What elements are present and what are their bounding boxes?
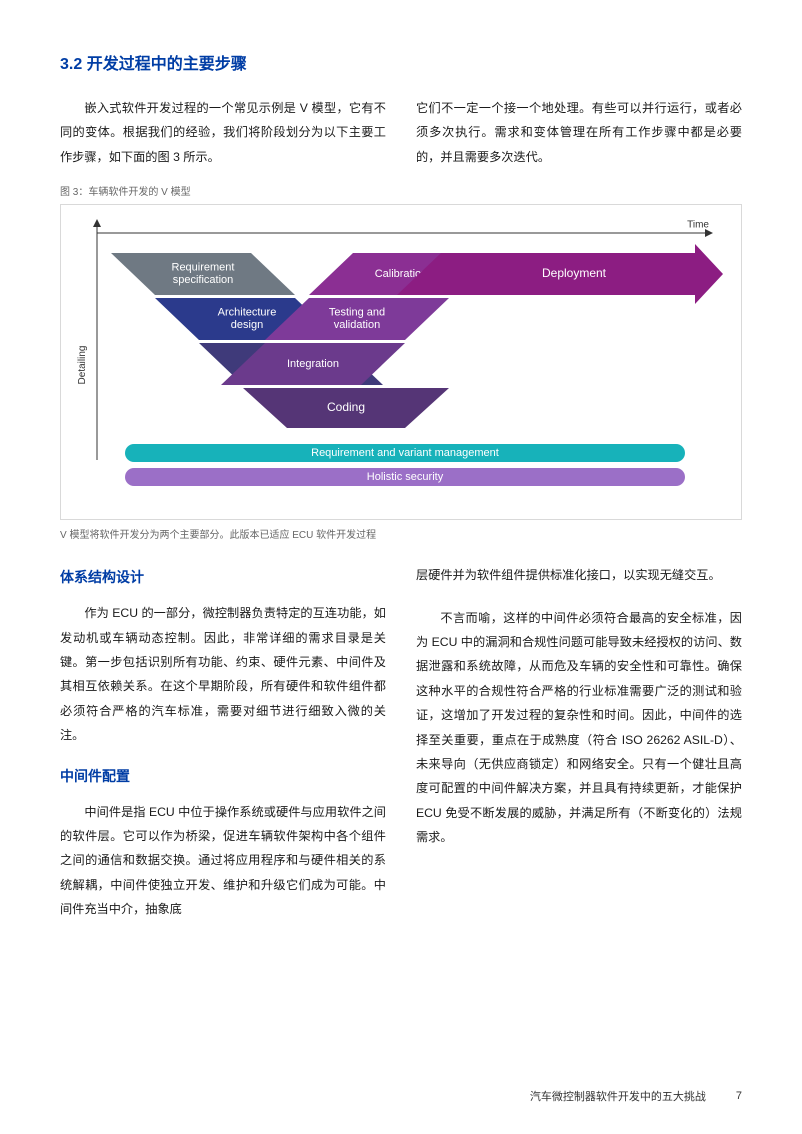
sub-heading: 体系结构设计	[60, 567, 386, 587]
body-paragraph: 作为 ECU 的一部分，微控制器负责特定的互连功能，如发动机或车辆动态控制。因此…	[60, 601, 386, 747]
figure-footnote: V 模型将软件开发分为两个主要部分。此版本已适应 ECU 软件开发过程	[60, 526, 742, 541]
svg-text:Requirement and variant manage: Requirement and variant management	[311, 447, 499, 459]
body-columns: 体系结构设计作为 ECU 的一部分，微控制器负责特定的互连功能，如发动机或车辆动…	[60, 563, 742, 939]
intro-columns: 嵌入式软件开发过程的一个常见示例是 V 模型，它有不同的变体。根据我们的经验，我…	[60, 96, 742, 169]
svg-text:Architecture: Architecture	[218, 307, 277, 319]
footer-doc-title: 汽车微控制器软件开发中的五大挑战	[530, 1088, 706, 1104]
svg-text:validation: validation	[334, 319, 380, 331]
sub-heading: 中间件配置	[60, 766, 386, 786]
svg-text:Integration: Integration	[287, 358, 339, 370]
section-title: 3.2 开发过程中的主要步骤	[60, 50, 742, 74]
svg-text:Time: Time	[687, 220, 709, 231]
body-paragraph: 不言而喻，这样的中间件必须符合最高的安全标准，因为 ECU 中的漏洞和合规性问题…	[416, 606, 742, 850]
intro-right: 它们不一定一个接一个地处理。有些可以并行运行，或者必须多次执行。需求和变体管理在…	[416, 96, 742, 169]
v-model-chart: Time Detailing Requirementspecification Arc…	[60, 204, 742, 520]
footer-page-number: 7	[736, 1090, 742, 1102]
svg-text:Detailing: Detailing	[77, 346, 88, 385]
svg-text:specification: specification	[173, 274, 234, 286]
page-footer: 汽车微控制器软件开发中的五大挑战 7	[60, 1088, 742, 1104]
intro-left: 嵌入式软件开发过程的一个常见示例是 V 模型，它有不同的变体。根据我们的经验，我…	[60, 96, 386, 169]
svg-text:Coding: Coding	[327, 400, 365, 414]
svg-text:design: design	[231, 319, 263, 331]
figure-caption: 图 3：车辆软件开发的 V 模型	[60, 183, 742, 198]
svg-text:Testing and: Testing and	[329, 307, 385, 319]
body-paragraph: 层硬件并为软件组件提供标准化接口，以实现无缝交互。	[416, 563, 742, 587]
svg-text:Deployment: Deployment	[542, 266, 607, 280]
svg-text:Holistic security: Holistic security	[367, 471, 444, 483]
svg-text:Requirement: Requirement	[172, 262, 235, 274]
body-paragraph: 中间件是指 ECU 中位于操作系统或硬件与应用软件之间的软件层。它可以作为桥梁，…	[60, 800, 386, 922]
